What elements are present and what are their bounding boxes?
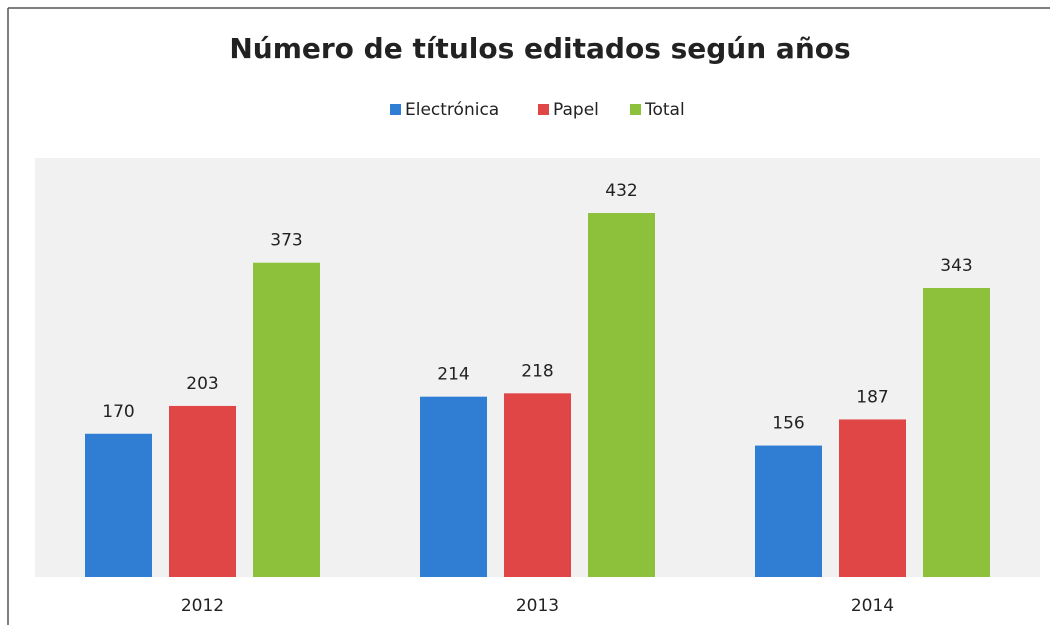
bar (169, 405, 236, 577)
legend-label: Papel (553, 100, 599, 120)
data-label: 203 (186, 374, 218, 394)
x-tick-label: 2014 (851, 596, 894, 616)
bar (588, 213, 655, 577)
data-label: 343 (940, 256, 972, 276)
x-tick-label: 2012 (181, 596, 224, 616)
data-label: 156 (772, 414, 804, 434)
data-label: 432 (605, 181, 637, 201)
bar (420, 396, 487, 577)
x-tick-label: 2013 (516, 596, 559, 616)
bar (839, 419, 906, 577)
bar (923, 287, 990, 577)
data-label: 218 (521, 361, 553, 381)
legend-swatch (538, 104, 549, 115)
legend-label: Total (644, 100, 685, 120)
bar (755, 445, 822, 577)
data-label: 214 (437, 365, 469, 385)
bar (504, 393, 571, 577)
bar (253, 262, 320, 577)
legend-swatch (390, 104, 401, 115)
data-label: 170 (102, 402, 134, 422)
data-label: 187 (856, 387, 888, 407)
legend-swatch (630, 104, 641, 115)
data-label: 373 (270, 231, 302, 251)
bar (85, 433, 152, 577)
legend-label: Electrónica (405, 100, 499, 120)
chart-title: Número de títulos editados según años (229, 32, 850, 65)
